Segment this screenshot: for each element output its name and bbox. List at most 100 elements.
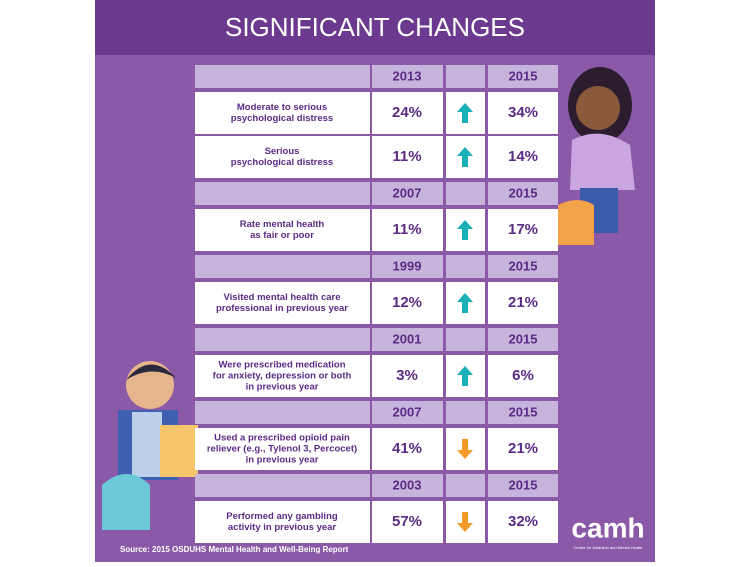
source: Source: 2015 OSDUHS Mental Health and We… xyxy=(120,545,349,554)
value-after: 32% xyxy=(508,513,538,530)
header-cell xyxy=(195,474,370,497)
header-cell xyxy=(195,328,370,351)
year-after: 2015 xyxy=(509,185,538,200)
row-label: as fair or poor xyxy=(250,230,314,241)
row-label: professional in previous year xyxy=(216,303,348,314)
value-before: 11% xyxy=(392,148,421,165)
logo: camh xyxy=(571,512,644,543)
title: SIGNIFICANT CHANGES xyxy=(225,12,525,42)
row-cell xyxy=(195,428,370,470)
value-before: 12% xyxy=(392,294,422,311)
arrow-up xyxy=(457,147,473,167)
row-label: Were prescribed medication xyxy=(218,360,345,371)
boy-illustration xyxy=(102,361,198,530)
header-cell xyxy=(446,255,485,278)
year-before: 2001 xyxy=(393,331,422,346)
year-after: 2015 xyxy=(509,68,538,83)
header-cell xyxy=(488,182,558,205)
row-cell xyxy=(372,282,443,324)
header-cell xyxy=(195,65,370,88)
header-cell xyxy=(488,401,558,424)
row-label: psychological distress xyxy=(231,113,333,124)
year-after: 2015 xyxy=(509,477,538,492)
header-cell xyxy=(488,255,558,278)
header-cell xyxy=(446,401,485,424)
header-cell xyxy=(446,65,485,88)
title-band xyxy=(95,0,655,55)
row-cell xyxy=(488,282,558,324)
header-cell xyxy=(446,182,485,205)
value-before: 24% xyxy=(392,104,422,121)
header-cell xyxy=(446,474,485,497)
row-cell xyxy=(195,92,370,134)
value-before: 41% xyxy=(392,440,422,457)
row-label: in previous year xyxy=(246,382,319,393)
row-cell xyxy=(372,136,443,178)
row-cell xyxy=(372,209,443,251)
year-after: 2015 xyxy=(509,404,538,419)
arrow-up xyxy=(457,366,473,386)
year-before: 1999 xyxy=(393,258,422,273)
row-label: Rate mental health xyxy=(240,219,325,230)
row-cell xyxy=(195,209,370,251)
header-cell xyxy=(446,328,485,351)
arrow-down xyxy=(457,439,473,459)
row-cell xyxy=(372,501,443,543)
row-cell xyxy=(372,355,443,397)
girl-illustration xyxy=(558,67,635,245)
row-label: Performed any gambling xyxy=(226,511,338,522)
logo-tagline: Centre for Addiction and Mental Health xyxy=(574,545,643,550)
value-after: 21% xyxy=(508,440,538,457)
header-cell xyxy=(372,65,443,88)
row-cell xyxy=(372,92,443,134)
row-label: Used a prescribed opioid pain xyxy=(214,433,350,444)
header-cell xyxy=(372,182,443,205)
value-before: 57% xyxy=(392,513,422,530)
header-cell xyxy=(488,474,558,497)
year-before: 2003 xyxy=(393,477,422,492)
row-cell xyxy=(195,501,370,543)
row-cell xyxy=(195,355,370,397)
value-after: 14% xyxy=(508,148,538,165)
arrow-up xyxy=(457,220,473,240)
row-label: Serious xyxy=(265,146,300,157)
value-after: 21% xyxy=(508,294,538,311)
header-cell xyxy=(488,65,558,88)
row-cell xyxy=(195,282,370,324)
row-cell xyxy=(488,428,558,470)
value-after: 6% xyxy=(512,367,534,384)
year-after: 2015 xyxy=(509,331,538,346)
row-label: in previous year xyxy=(246,455,319,466)
row-cell xyxy=(488,136,558,178)
header-cell xyxy=(195,182,370,205)
arrow-down xyxy=(457,512,473,532)
header-cell xyxy=(195,401,370,424)
arrow-up xyxy=(457,103,473,123)
row-label: for anxiety, depression or both xyxy=(213,371,352,382)
row-label: Visited mental health care xyxy=(223,292,340,303)
value-before: 11% xyxy=(392,221,421,238)
header-cell xyxy=(195,255,370,278)
row-label: reliever (e.g., Tylenol 3, Percocet) xyxy=(207,444,357,455)
value-before: 3% xyxy=(396,367,418,384)
header-cell xyxy=(372,401,443,424)
value-after: 34% xyxy=(508,104,538,121)
header-cell xyxy=(372,255,443,278)
year-after: 2015 xyxy=(509,258,538,273)
header-cell xyxy=(372,474,443,497)
row-label: Moderate to serious xyxy=(237,102,327,113)
year-before: 2013 xyxy=(393,68,422,83)
row-label: psychological distress xyxy=(231,157,333,168)
year-before: 2007 xyxy=(393,404,422,419)
header-cell xyxy=(372,328,443,351)
row-label: activity in previous year xyxy=(228,522,337,533)
value-after: 17% xyxy=(508,221,538,238)
arrow-up xyxy=(457,293,473,313)
year-before: 2007 xyxy=(393,185,422,200)
row-cell xyxy=(488,501,558,543)
header-cell xyxy=(488,328,558,351)
row-cell xyxy=(488,92,558,134)
row-cell xyxy=(372,428,443,470)
row-cell xyxy=(195,136,370,178)
